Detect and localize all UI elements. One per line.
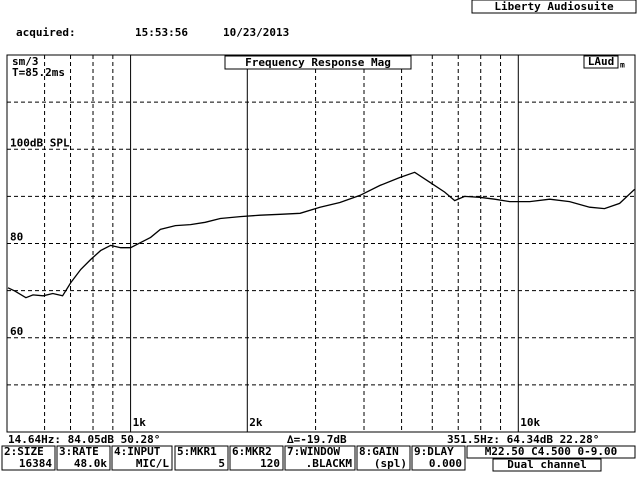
button-label[interactable]: 6:MKR2 <box>232 445 272 458</box>
time: 15:53:56 <box>135 26 188 39</box>
marker2: 351.5Hz: 64.34dB 22.28° <box>447 433 599 446</box>
y-tick-label: 100dB SPL <box>10 136 70 149</box>
button-frame[interactable] <box>111 445 173 471</box>
button-frame[interactable] <box>356 445 411 471</box>
mode[interactable]: Dual channel <box>507 458 586 471</box>
button-value[interactable]: 48.0k <box>74 457 107 470</box>
button-value[interactable]: 16384 <box>19 457 52 470</box>
badge-suffix: m <box>620 61 625 70</box>
button-frame[interactable] <box>56 445 111 471</box>
button-frame[interactable] <box>229 445 284 471</box>
button-label[interactable]: 5:MKR1 <box>177 445 217 458</box>
date: 10/23/2013 <box>223 26 289 39</box>
plot-frame <box>6 54 636 433</box>
mode-box[interactable] <box>492 458 602 472</box>
y-tick-label: 60 <box>10 325 23 338</box>
button-value[interactable]: 120 <box>260 457 280 470</box>
x-tick-label: 10k <box>520 416 540 429</box>
params-box <box>466 445 636 459</box>
delta: ∆=-19.7dB <box>286 433 347 446</box>
button-frame[interactable] <box>1 445 56 471</box>
button-label[interactable]: 2:SIZE <box>4 445 44 458</box>
button-value[interactable]: MIC/L <box>136 457 169 470</box>
plot: 100dB SPL 80 60 1k 2k 10k <box>7 55 636 432</box>
x-tick-label: 2k <box>249 416 263 429</box>
button-value[interactable]: 5 <box>218 457 225 470</box>
button-frame[interactable] <box>411 445 466 471</box>
button[interactable]: 7:WINDOW.BLACKM <box>284 445 356 471</box>
button-label[interactable]: 9:DLAY <box>414 445 454 458</box>
x-tick-label: 1k <box>133 416 147 429</box>
app-box <box>471 0 637 14</box>
badge: LAud <box>588 55 615 68</box>
button-label[interactable]: 3:RATE <box>59 445 99 458</box>
button-row: 2:SIZE163843:RATE48.0k4:INPUTMIC/L5:MKR1… <box>1 445 466 471</box>
button-label[interactable]: 8:GAIN <box>359 445 399 458</box>
annotation: T=85.2ms <box>12 66 65 79</box>
button-value[interactable]: .BLACKM <box>306 457 353 470</box>
response-line <box>7 171 636 299</box>
button-label[interactable]: 4:INPUT <box>114 445 161 458</box>
button-frame[interactable] <box>174 445 229 471</box>
marker1: 14.64Hz: 84.05dB 50.28° <box>8 433 160 446</box>
app-name: Liberty Audiosuite <box>494 0 614 13</box>
params: M22.50 C4.500 0-9.00 <box>485 445 617 458</box>
acquired-label: acquired: <box>16 26 76 39</box>
badge-box <box>583 55 619 69</box>
chart-title: Frequency Response Mag <box>245 56 391 69</box>
title-box <box>224 55 412 70</box>
button-value[interactable]: (spl) <box>374 457 407 470</box>
button-label[interactable]: 7:WINDOW <box>287 445 340 458</box>
annotation: sm/3 <box>12 55 39 68</box>
button[interactable]: 8:GAIN(spl) <box>356 445 411 471</box>
y-tick-label: 80 <box>10 231 23 244</box>
button-frame[interactable] <box>284 445 356 471</box>
button-value[interactable]: 0.000 <box>429 457 462 470</box>
